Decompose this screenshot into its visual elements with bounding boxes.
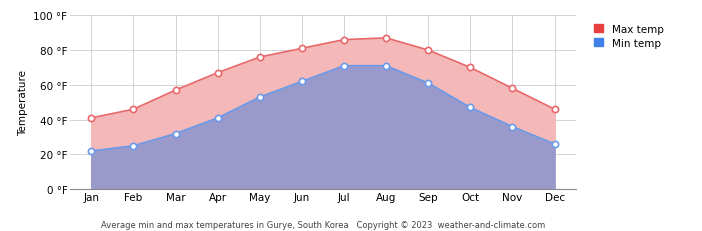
Text: Average min and max temperatures in Gurye, South Korea   Copyright © 2023  weath: Average min and max temperatures in Gury… xyxy=(101,220,545,229)
Y-axis label: Temperature: Temperature xyxy=(18,70,28,136)
Legend: Max temp, Min temp: Max temp, Min temp xyxy=(591,21,667,52)
